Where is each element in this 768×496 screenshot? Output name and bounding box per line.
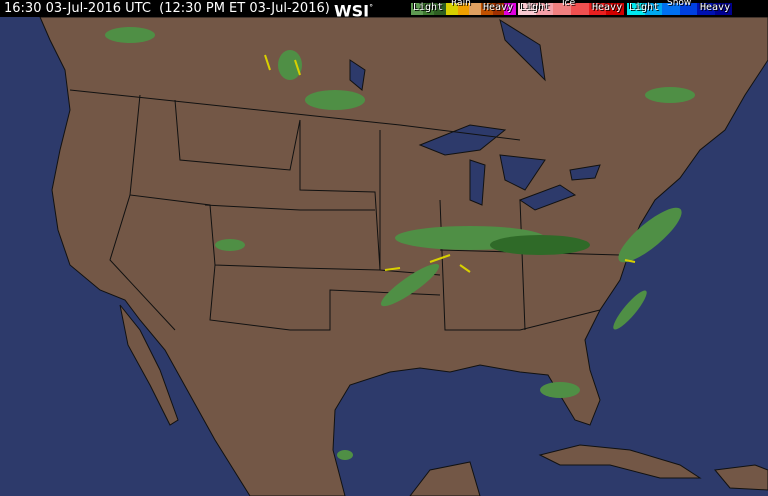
radar-echo-colorado (215, 239, 245, 251)
radar-echoes (105, 27, 695, 460)
legend-ice-light: Light (520, 2, 551, 13)
radar-echo-quebec (645, 87, 695, 103)
header-bar: 16:30 03-Jul-2016 UTC (12:30 PM ET 03-Ju… (0, 0, 768, 20)
legend-ice: Ice Light Heavy (518, 0, 625, 15)
radar-echo-bc (105, 27, 155, 43)
land-yucatan (409, 461, 481, 496)
legend-rain-light: Light (413, 2, 444, 13)
land-baja (119, 304, 179, 426)
logo-text: WSI (334, 1, 370, 21)
legend-snow-heavy: Heavy (700, 2, 731, 13)
radar-echo-arkansas (380, 263, 440, 307)
legend-swatch (492, 3, 505, 15)
legend-swatch (535, 3, 554, 15)
logo-mark: ° (369, 3, 374, 12)
legend-rain-heavy: Heavy (483, 2, 514, 13)
radar-echo-carolina-coast (613, 290, 647, 330)
legend-swatch (504, 3, 517, 15)
legend-swatch (481, 3, 493, 15)
land-north-america (39, 16, 768, 496)
radar-echo-texas-coast (337, 450, 353, 460)
legend-swatch (662, 3, 680, 15)
legend-swatch (697, 3, 715, 15)
wsi-logo: WSI° (334, 0, 373, 20)
legend-swatch (411, 3, 423, 15)
legend-swatch (644, 3, 662, 15)
legend-swatch (457, 3, 470, 15)
legend-snow-light: Light (629, 2, 660, 13)
legend-snow-title: Snow (667, 0, 692, 8)
legend-rain: Rain Light Heavy (411, 0, 517, 15)
legend-swatch (571, 3, 589, 15)
land-hispaniola (714, 464, 768, 491)
legend-swatch (714, 3, 732, 15)
great-lakes (349, 18, 601, 211)
radar-echo-mid-atlantic (618, 207, 682, 263)
radar-echo-montana (278, 50, 302, 80)
legend-snow: Snow Light Heavy (627, 0, 732, 15)
timestamp: 16:30 03-Jul-2016 UTC (12:30 PM ET 03-Ju… (4, 1, 330, 16)
radar-echo-heavy-cells (264, 54, 636, 273)
legend-swatch (434, 3, 447, 15)
state-borders (69, 89, 621, 331)
legend-swatch (627, 3, 645, 15)
legend-rain-title: Rain (451, 0, 471, 8)
radar-echo-florida (540, 382, 580, 398)
legend-ice-title: Ice (562, 0, 576, 8)
radar-echo-dakotas (305, 90, 365, 110)
radar-echo-kentucky (490, 235, 590, 255)
land-cuba (538, 444, 702, 479)
legend-swatch (588, 3, 607, 15)
legend-swatch (469, 3, 482, 15)
legend-swatch (446, 3, 458, 15)
legend-swatch (422, 3, 435, 15)
legend-swatch (679, 3, 697, 15)
legend-swatch (553, 3, 572, 15)
legend-swatch (518, 3, 536, 15)
legend-ice-heavy: Heavy (592, 2, 623, 13)
legend-swatch (606, 3, 625, 15)
